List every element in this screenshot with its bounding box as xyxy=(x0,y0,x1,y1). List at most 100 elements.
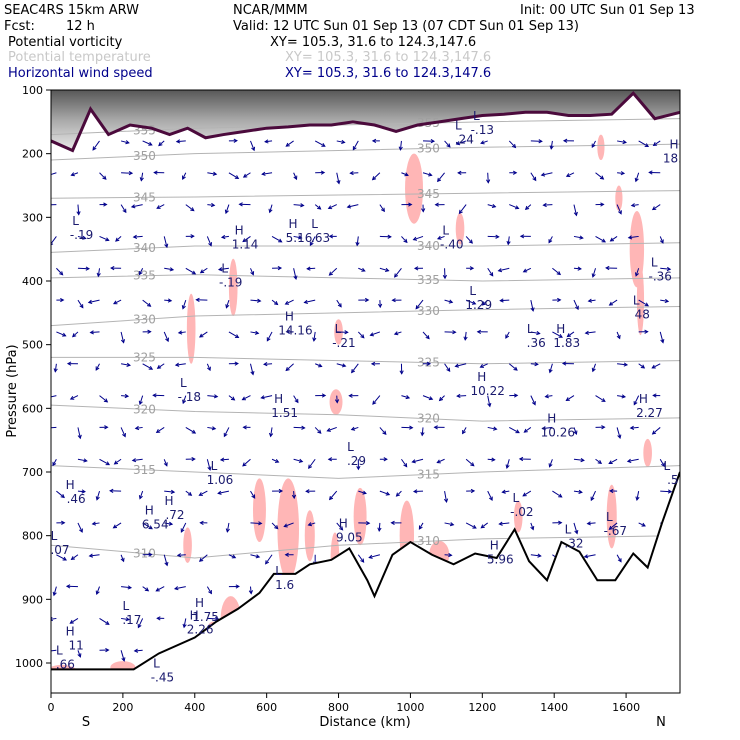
wind-vector-head xyxy=(134,425,140,431)
extremum-letter: L xyxy=(347,440,354,454)
wind-vector-head xyxy=(660,339,665,344)
theta-contour-label: 320 xyxy=(417,412,440,426)
wind-vector xyxy=(56,331,66,337)
wind-vector-head xyxy=(147,329,152,334)
wind-vector-head xyxy=(46,396,49,399)
wind-vector-head xyxy=(255,554,261,559)
wind-vector xyxy=(530,172,537,181)
wind-vector xyxy=(178,331,186,334)
wind-vector-head xyxy=(105,620,110,625)
wind-vector xyxy=(660,267,671,270)
wind-vector-head xyxy=(443,498,449,503)
wind-vector xyxy=(164,522,173,525)
wind-vector-head xyxy=(257,298,262,303)
wind-vector xyxy=(487,458,495,461)
wind-vector xyxy=(308,522,316,526)
wind-vector xyxy=(507,236,510,245)
wind-vector xyxy=(437,235,445,240)
wind-vector xyxy=(592,363,597,372)
wind-vector-head xyxy=(436,459,441,464)
theta-contour xyxy=(51,274,680,282)
wind-vector xyxy=(314,363,322,367)
wind-vector xyxy=(336,172,340,184)
wind-vector xyxy=(142,299,151,307)
wind-vector-head xyxy=(60,297,65,303)
wind-vector xyxy=(243,172,251,178)
wind-vector-head xyxy=(70,172,75,177)
tropopause-layer xyxy=(51,90,680,153)
wind-vector xyxy=(71,554,79,560)
wind-vector-head xyxy=(390,520,395,525)
wind-vector xyxy=(270,427,273,437)
wind-vector-head xyxy=(212,171,218,176)
wind-vector xyxy=(523,267,532,273)
wind-vector-head xyxy=(250,370,255,376)
wind-vector-head xyxy=(446,367,451,373)
extremum-value: 14.16 xyxy=(278,323,312,337)
wind-vector xyxy=(120,427,126,437)
wind-vector-head xyxy=(481,301,487,306)
wind-vector xyxy=(573,427,577,435)
wind-vector-head xyxy=(341,363,347,368)
wind-vector-head xyxy=(175,139,181,144)
extremum-value: .66 xyxy=(56,658,75,672)
wind-vector-head xyxy=(104,425,109,430)
wind-vector-head xyxy=(147,302,152,307)
wind-vector-head xyxy=(182,623,187,629)
wind-vector-head xyxy=(190,207,195,212)
terrain-fill xyxy=(51,472,680,693)
wind-vector-head xyxy=(391,298,396,303)
wind-vector xyxy=(660,299,669,302)
wind-vector xyxy=(573,299,579,310)
wind-vector-head xyxy=(580,457,585,463)
wind-vector xyxy=(51,236,57,245)
wind-vector-head xyxy=(105,237,110,242)
wind-vector-head xyxy=(557,297,562,303)
wind-vector xyxy=(95,363,100,371)
wind-vector-head xyxy=(522,492,527,497)
wind-vector xyxy=(304,299,316,304)
wind-vector-head xyxy=(105,461,111,466)
field-name-theta: Potential temperature xyxy=(8,50,151,65)
extremum-value: .29 xyxy=(347,454,366,468)
wind-vector-head xyxy=(597,459,603,464)
wind-vector-head xyxy=(403,238,408,244)
theta-contour-label: 330 xyxy=(133,312,156,326)
wind-vector-head xyxy=(301,425,306,430)
extremum-value: 1.06 xyxy=(207,473,234,487)
wind-vector xyxy=(176,140,186,143)
wind-vector xyxy=(163,236,168,248)
extremum-letter: L xyxy=(651,255,658,269)
extremum-value: 11 xyxy=(69,639,84,653)
wind-vector-head xyxy=(351,369,356,374)
wind-vector-head xyxy=(69,619,74,624)
wind-vector xyxy=(185,204,195,212)
theta-contour-label: 345 xyxy=(417,187,440,201)
wind-vector-head xyxy=(168,521,174,526)
wind-vector xyxy=(573,204,577,216)
wind-vector xyxy=(56,554,67,561)
extremum-letter: H xyxy=(288,217,297,231)
wind-vector xyxy=(51,617,57,620)
wind-vector-head xyxy=(630,203,636,208)
wind-vector xyxy=(608,458,618,464)
wind-vector-head xyxy=(103,398,109,403)
wind-vector-head xyxy=(468,239,473,244)
wind-vector-head xyxy=(285,366,290,372)
wind-vector-head xyxy=(364,297,370,303)
wind-vector-head xyxy=(317,205,322,210)
wind-vector-head xyxy=(497,268,503,273)
pv-shade-blob xyxy=(643,438,652,467)
wind-vector xyxy=(550,140,553,149)
wind-vector xyxy=(293,268,297,280)
wind-vector-head xyxy=(82,235,87,240)
wind-vector xyxy=(207,617,219,620)
wind-vector-head xyxy=(233,138,238,143)
theta-contour-label: 340 xyxy=(133,241,156,255)
wind-vector-head xyxy=(565,173,571,177)
wind-vector xyxy=(314,427,322,434)
y-tick-label: 100 xyxy=(22,84,43,97)
wind-vector xyxy=(617,140,627,143)
wind-vector-head xyxy=(268,208,273,214)
wind-vector xyxy=(498,267,510,272)
